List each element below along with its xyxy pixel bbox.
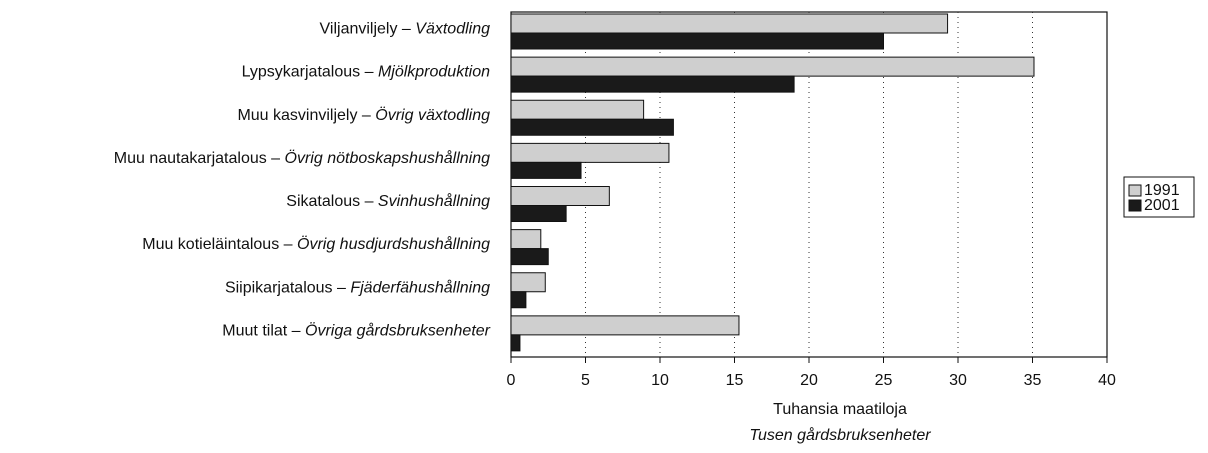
x-tick-label: 10 (651, 372, 669, 389)
category-label: Muu nautakarjatalous – Övrig nötboskapsh… (114, 149, 490, 167)
category-label-sv: Mjölkproduktion (378, 64, 490, 81)
category-label-sv: Övrig husdjurdshushållning (297, 235, 490, 253)
category-label-sv: Övriga gårdsbruksenheter (305, 322, 491, 340)
bar (510, 99, 645, 120)
x-tick-label: 5 (581, 372, 590, 389)
x-tick-label: 15 (726, 372, 744, 389)
bar (510, 118, 674, 136)
category-label-fi: Lypsykarjatalous – (242, 64, 374, 81)
category-label-fi: Viljanviljely – (320, 21, 411, 38)
category-label: Viljanviljely – Växtodling (320, 21, 491, 38)
bar (510, 56, 1035, 77)
bar (510, 334, 521, 352)
bar (510, 315, 740, 336)
legend-swatch (1128, 199, 1142, 212)
category-label: Siipikarjatalous – Fjäderfähushållning (225, 279, 490, 297)
category-label: Lypsykarjatalous – Mjölkproduktion (242, 64, 491, 81)
category-label-sv: Svinhushållning (378, 192, 490, 210)
category-label: Muu kasvinviljely – Övrig växtodling (237, 106, 490, 124)
bar (510, 142, 670, 163)
category-label-sv: Fjäderfähushållning (350, 279, 490, 297)
bar (510, 205, 567, 222)
x-tick-label: 0 (507, 372, 516, 389)
bar (510, 75, 795, 93)
legend-label: 1991 (1144, 182, 1180, 199)
category-label: Muut tilat – Övriga gårdsbruksenheter (222, 322, 490, 340)
bar (510, 291, 527, 309)
bar (510, 161, 582, 179)
bar (510, 13, 949, 34)
x-tick-label: 30 (949, 372, 967, 389)
x-tick-label: 40 (1098, 372, 1116, 389)
category-label-fi: Muu nautakarjatalous – (114, 150, 280, 167)
legend-label: 2001 (1144, 197, 1180, 214)
bar (510, 229, 542, 250)
bar (510, 32, 884, 50)
x-axis-label-sv: Tusen gårdsbruksenheter (749, 426, 931, 444)
bar (510, 272, 546, 293)
category-label-sv: Övrig växtodling (375, 106, 490, 124)
x-axis-label: Tuhansia maatiloja (773, 401, 907, 418)
category-label-sv: Växtodling (415, 21, 490, 38)
category-label-fi: Muu kasvinviljely – (237, 107, 370, 124)
bar (510, 186, 610, 206)
category-label-fi: Siipikarjatalous – (225, 280, 346, 297)
category-label: Muu kotieläintalous – Övrig husdjurdshus… (142, 235, 490, 253)
bar (510, 248, 549, 266)
category-label-fi: Muut tilat – (222, 323, 300, 340)
category-label-sv: Övrig nötboskapshushållning (285, 149, 491, 167)
category-label-fi: Muu kotieläintalous – (142, 236, 292, 253)
x-tick-label: 20 (800, 372, 818, 389)
category-label-fi: Sikatalous – (286, 193, 373, 210)
x-tick-label: 35 (1024, 372, 1042, 389)
category-label: Sikatalous – Svinhushållning (286, 192, 490, 210)
x-tick-label: 25 (875, 372, 893, 389)
legend-swatch (1128, 184, 1142, 197)
